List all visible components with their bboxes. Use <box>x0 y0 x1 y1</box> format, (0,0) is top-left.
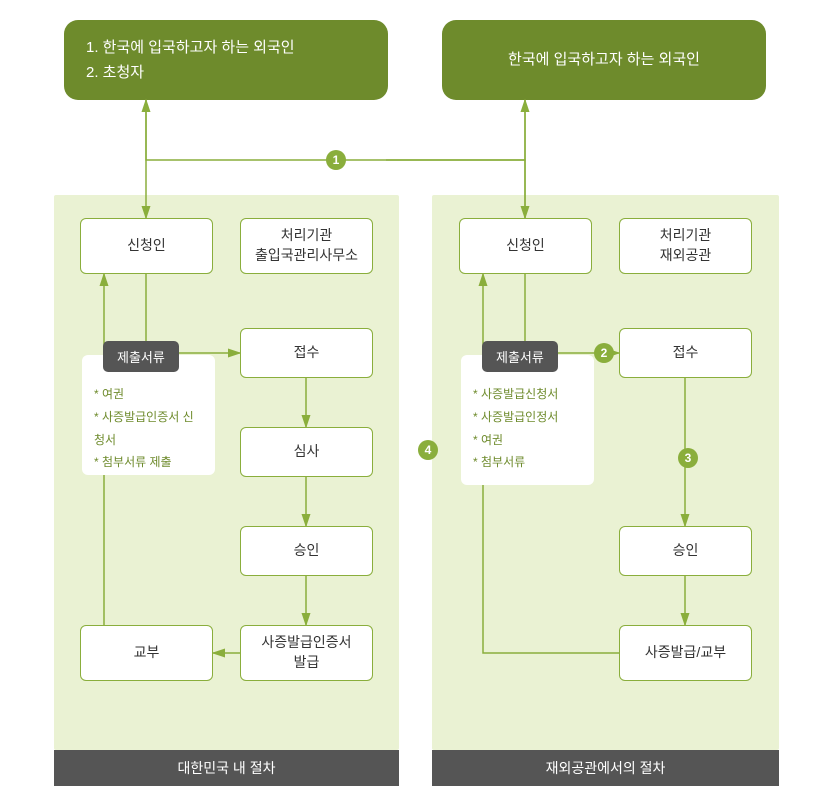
header-right: 한국에 입국하고자 하는 외국인 <box>442 20 766 100</box>
right-issue: 사증발급/교부 <box>619 625 752 681</box>
docs-right-item-1: 사증발급인정서 <box>473 406 582 429</box>
docs-right-item-0: 사증발급신청서 <box>473 383 582 406</box>
footer-left: 대한민국 내 절차 <box>54 750 399 786</box>
docs-right-box: 사증발급신청서 사증발급인정서 여권 첨부서류 <box>461 355 594 485</box>
docs-right-item-3: 첨부서류 <box>473 451 582 474</box>
left-agency: 처리기관 출입국관리사무소 <box>240 218 373 274</box>
left-review: 심사 <box>240 427 373 477</box>
badge-2: 2 <box>594 343 614 363</box>
docs-right-item-2: 여권 <box>473 429 582 452</box>
right-applicant: 신청인 <box>459 218 592 274</box>
left-deliver: 교부 <box>80 625 213 681</box>
badge-1: 1 <box>326 150 346 170</box>
right-agency: 처리기관 재외공관 <box>619 218 752 274</box>
badge-4: 4 <box>418 440 438 460</box>
left-receive: 접수 <box>240 328 373 378</box>
docs-left-item-2: 첨부서류 제출 <box>94 451 203 474</box>
header-left-line2: 2. 초청자 <box>86 60 295 86</box>
header-left: 1. 한국에 입국하고자 하는 외국인 2. 초청자 <box>64 20 388 100</box>
right-receive: 접수 <box>619 328 752 378</box>
left-issue: 사증발급인증서 발급 <box>240 625 373 681</box>
docs-left-box: 여권 사증발급인증서 신청서 첨부서류 제출 <box>82 355 215 475</box>
docs-right-tag: 제출서류 <box>482 341 558 372</box>
docs-left-item-0: 여권 <box>94 383 203 406</box>
left-applicant: 신청인 <box>80 218 213 274</box>
right-approve: 승인 <box>619 526 752 576</box>
docs-left-item-1: 사증발급인증서 신청서 <box>94 406 203 452</box>
left-approve: 승인 <box>240 526 373 576</box>
header-right-text: 한국에 입국하고자 하는 외국인 <box>508 47 700 73</box>
badge-3: 3 <box>678 448 698 468</box>
footer-right: 재외공관에서의 절차 <box>432 750 779 786</box>
header-left-line1: 1. 한국에 입국하고자 하는 외국인 <box>86 35 295 61</box>
docs-left-tag: 제출서류 <box>103 341 179 372</box>
